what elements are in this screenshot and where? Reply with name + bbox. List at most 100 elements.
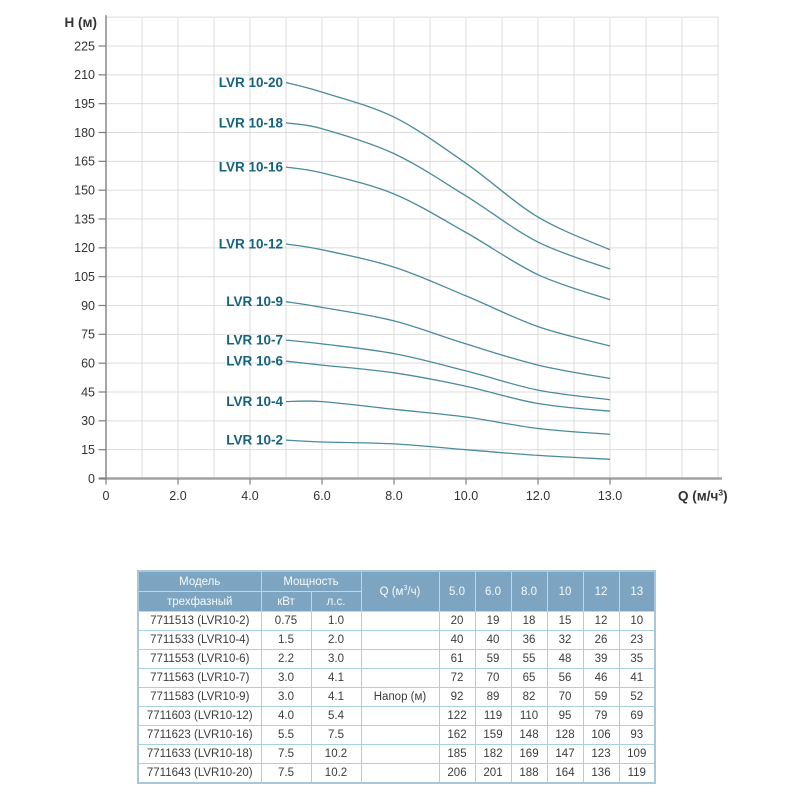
head-value-cell: 39 xyxy=(582,649,620,669)
y-tick-label: 180 xyxy=(74,126,95,140)
spec-table-body: 7711513 (LVR10-2) 0.75 1.0 20 19 18 15 12 10 7711… xyxy=(137,611,656,784)
head-value-cell: 70 xyxy=(474,668,512,688)
y-tick-label: 120 xyxy=(74,241,95,255)
y-tick-label: 60 xyxy=(81,357,95,371)
head-value-cell: 119 xyxy=(474,706,512,726)
head-value-cell: 162 xyxy=(438,725,476,745)
y-tick-label: 75 xyxy=(81,328,95,342)
table-row: 7711603 (LVR10-12) 4.0 5.4 122 119 110 95 79 69 xyxy=(137,706,656,726)
x-tick-label: 6.0 xyxy=(313,489,330,503)
head-value-cell: 93 xyxy=(618,725,656,745)
table-row: 7711643 (LVR10-20) 7.5 10.2 206 201 188 164 136… xyxy=(137,763,656,784)
hp-cell: 1.0 xyxy=(310,611,362,631)
head-value-cell: 15 xyxy=(546,611,584,631)
y-tick-label: 225 xyxy=(74,39,95,53)
head-value-cell: 123 xyxy=(582,744,620,764)
head-value-cell: 56 xyxy=(546,668,584,688)
head-value-cell: 69 xyxy=(618,706,656,726)
spec-table-header: Модель Мощность Q (м3/ч) 5.0 6.0 8.0 10 … xyxy=(137,570,656,612)
head-value-cell: 52 xyxy=(618,687,656,707)
head-value-cell: 119 xyxy=(618,763,656,784)
head-value-cell: 169 xyxy=(510,744,548,764)
x-tick-label: 10.0 xyxy=(454,489,478,503)
curve-lvr-10-16 xyxy=(285,166,611,301)
th-model: Модель xyxy=(137,570,262,592)
curve-label: LVR 10-4 xyxy=(226,394,283,409)
curve-lvr-10-2 xyxy=(285,439,611,460)
model-cell: 7711583 (LVR10-9) xyxy=(137,687,262,707)
napor-label-cell xyxy=(360,725,440,745)
kw-cell: 7.5 xyxy=(260,744,312,764)
th-q-10: 10 xyxy=(546,570,584,612)
head-value-cell: 55 xyxy=(510,649,548,669)
hp-cell: 10.2 xyxy=(310,763,362,784)
curve-label: LVR 10-2 xyxy=(226,433,283,448)
model-cell: 7711563 (LVR10-7) xyxy=(137,668,262,688)
head-value-cell: 26 xyxy=(582,630,620,650)
head-value-cell: 65 xyxy=(510,668,548,688)
curve-lvr-10-20 xyxy=(285,81,611,251)
model-cell: 7711553 (LVR10-6) xyxy=(137,649,262,669)
napor-label-cell xyxy=(360,744,440,764)
hp-cell: 4.1 xyxy=(310,687,362,707)
head-value-cell: 12 xyxy=(582,611,620,631)
head-value-cell: 35 xyxy=(618,649,656,669)
th-kw: кВт xyxy=(260,591,312,612)
kw-cell: 5.5 xyxy=(260,725,312,745)
th-q-sup: 3 xyxy=(403,584,408,592)
head-value-cell: 40 xyxy=(438,630,476,650)
kw-cell: 2.2 xyxy=(260,649,312,669)
curve-label: LVR 10-20 xyxy=(219,75,283,90)
y-tick-label: 105 xyxy=(74,270,95,284)
head-value-cell: 40 xyxy=(474,630,512,650)
head-value-cell: 147 xyxy=(546,744,584,764)
curve-lvr-10-12 xyxy=(285,243,611,347)
y-tick-label: 195 xyxy=(74,97,95,111)
head-value-cell: 95 xyxy=(546,706,584,726)
head-value-cell: 36 xyxy=(510,630,548,650)
model-cell: 7711643 (LVR10-20) xyxy=(137,763,262,784)
head-value-cell: 82 xyxy=(510,687,548,707)
curve-lvr-10-7 xyxy=(285,339,611,401)
head-value-cell: 48 xyxy=(546,649,584,669)
curve-label: LVR 10-16 xyxy=(219,160,284,175)
hp-cell: 10.2 xyxy=(310,744,362,764)
y-tick-label: 45 xyxy=(81,385,95,399)
kw-cell: 7.5 xyxy=(260,763,312,784)
y-tick-label: 90 xyxy=(81,299,95,313)
napor-label-cell: Напор (м) xyxy=(360,687,440,707)
y-tick-label: 30 xyxy=(81,414,95,428)
head-value-cell: 159 xyxy=(474,725,512,745)
table-row: 7711533 (LVR10-4) 1.5 2.0 40 40 36 32 26 23 xyxy=(137,630,656,650)
kw-cell: 3.0 xyxy=(260,687,312,707)
model-cell: 7711623 (LVR10-16) xyxy=(137,725,262,745)
head-value-cell: 10 xyxy=(618,611,656,631)
hq-performance-chart: 0 15 30 45 60 75 90 105 120 135 150 165 180 195 210 225… xyxy=(65,15,728,504)
y-tick-label: 150 xyxy=(74,184,95,198)
th-hp: л.с. xyxy=(310,591,362,612)
x-tick-label: 12.0 xyxy=(526,489,550,503)
x-tick-label: 0 xyxy=(103,489,110,503)
th-q-6: 6.0 xyxy=(474,570,512,612)
napor-label-cell xyxy=(360,668,440,688)
napor-label-cell xyxy=(360,763,440,784)
table-row: 7711583 (LVR10-9) 3.0 4.1 Напор (м) 92 89 82 70… xyxy=(137,687,656,707)
napor-label-cell xyxy=(360,706,440,726)
table-row: 7711563 (LVR10-7) 3.0 4.1 72 70 65 56 46 41 xyxy=(137,668,656,688)
curve-lvr-10-18 xyxy=(285,122,611,270)
x-tick-label: 13.0 xyxy=(598,489,622,503)
curve-label: LVR 10-18 xyxy=(219,115,284,130)
x-tick-label: 4.0 xyxy=(241,489,258,503)
kw-cell: 1.5 xyxy=(260,630,312,650)
curve-label: LVR 10-7 xyxy=(226,333,283,348)
head-value-cell: 46 xyxy=(582,668,620,688)
head-value-cell: 110 xyxy=(510,706,548,726)
kw-cell: 4.0 xyxy=(260,706,312,726)
head-value-cell: 206 xyxy=(438,763,476,784)
th-q-suffix: /ч) xyxy=(407,585,421,598)
head-value-cell: 182 xyxy=(474,744,512,764)
th-q-8: 8.0 xyxy=(510,570,548,612)
head-value-cell: 164 xyxy=(546,763,584,784)
curve-lvr-10-6 xyxy=(285,360,611,412)
y-tick-label: 135 xyxy=(74,212,95,226)
